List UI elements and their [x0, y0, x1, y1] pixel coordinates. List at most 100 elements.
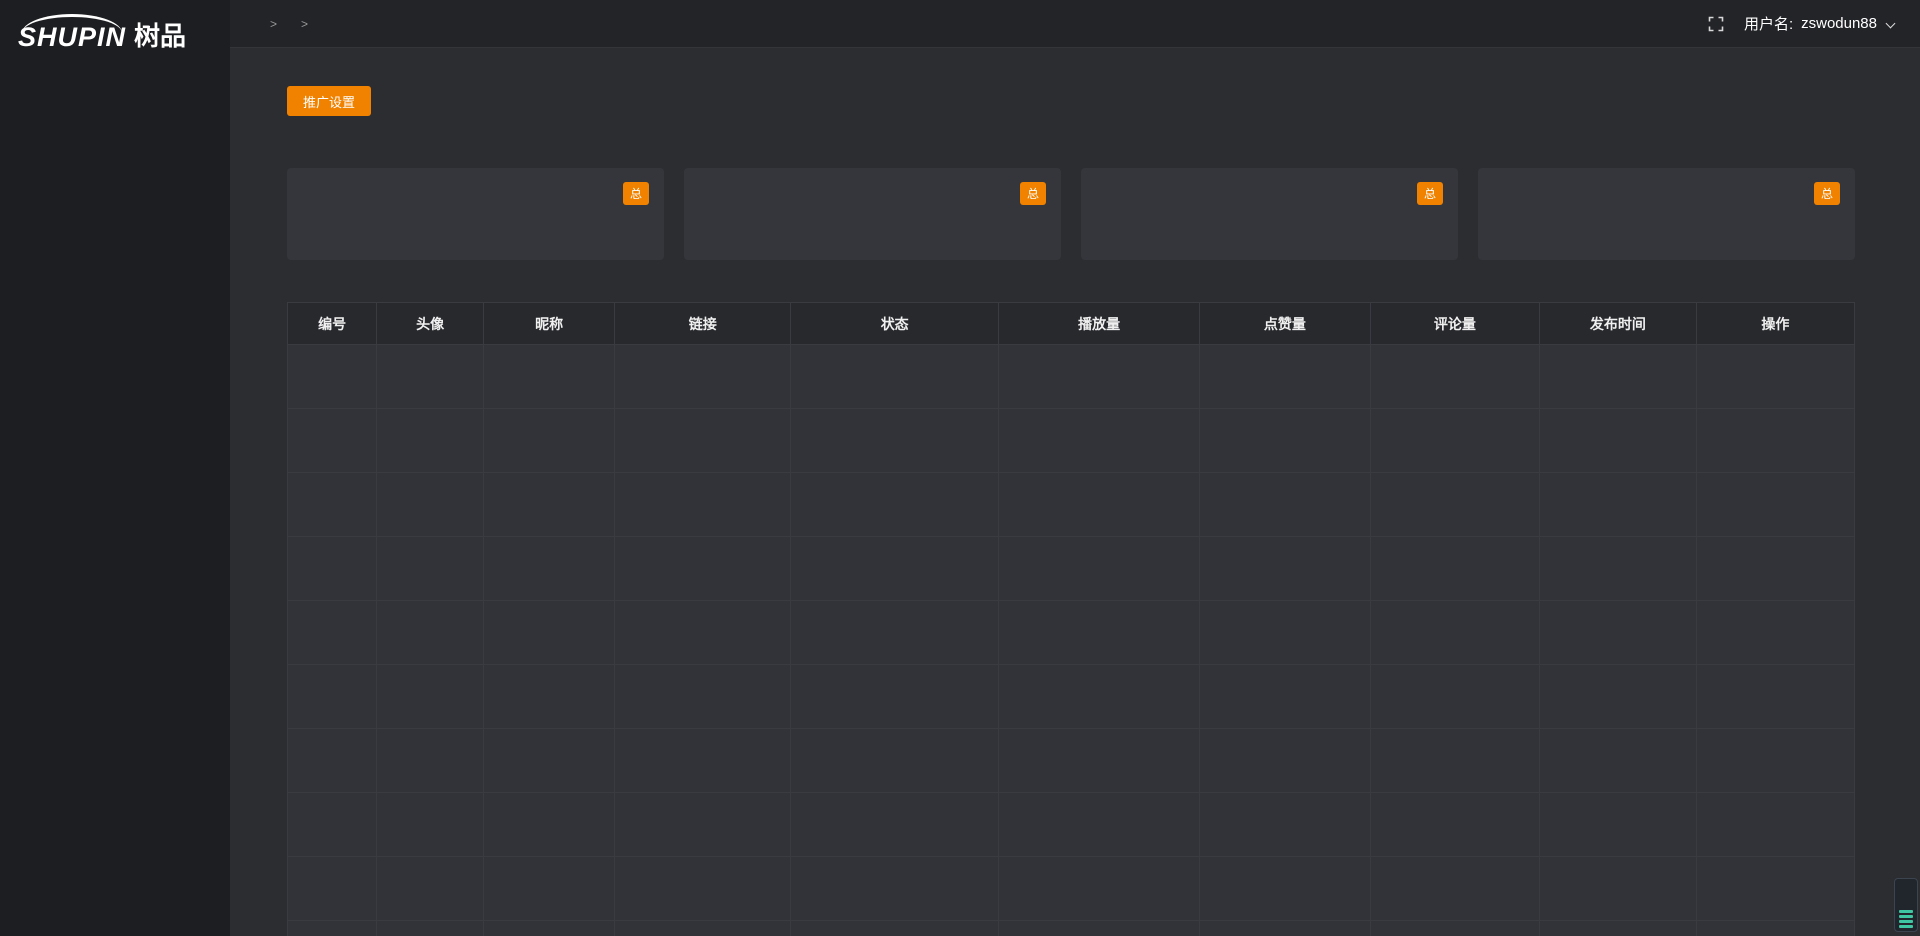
chevron-down-icon [1885, 18, 1896, 29]
sidebar-item[interactable] [0, 119, 230, 169]
sidebar-item[interactable] [0, 669, 230, 719]
table-header-cell: 发布时间 [1538, 302, 1697, 345]
cell-nickname [482, 408, 616, 473]
table-body [286, 344, 1856, 936]
total-badge: 总 [1416, 182, 1443, 205]
cell-number [286, 344, 378, 409]
cell-plays [998, 792, 1200, 857]
avatar [410, 799, 450, 851]
cell-comments [1369, 600, 1540, 665]
cell-likes [1198, 600, 1371, 665]
widget-bar [1899, 915, 1913, 918]
table-header-cell: 头像 [376, 302, 484, 345]
stat-card: 总 [287, 168, 664, 260]
logo-text-cn: 树品 [134, 21, 187, 51]
table-header-cell: 链接 [614, 302, 791, 345]
sidebar-item[interactable] [0, 569, 230, 619]
cell-comments [1369, 664, 1540, 729]
table-row [286, 536, 1856, 601]
logo-text-en: SHUPIN [18, 14, 127, 52]
promo-settings-button[interactable]: 推广设置 [287, 86, 372, 116]
username-value: zswodun88 [1801, 15, 1877, 32]
stat-cards: 总 总 总 总 [287, 168, 1855, 260]
table-row [286, 600, 1856, 665]
sidebar-item[interactable] [0, 419, 230, 469]
cell-nickname [482, 536, 616, 601]
cell-publish-time [1538, 728, 1697, 793]
avatar [410, 735, 450, 787]
table-row [286, 344, 1856, 409]
table-row [286, 856, 1856, 921]
cell-plays [998, 472, 1200, 537]
avatar [410, 479, 450, 531]
cell-comments [1369, 856, 1540, 921]
cell-publish-time [1538, 472, 1697, 537]
user-menu[interactable]: 用户名: zswodun88 [1743, 13, 1896, 34]
fullscreen-icon[interactable] [1708, 16, 1724, 32]
cell-likes [1198, 472, 1371, 537]
cell-plays [998, 408, 1200, 473]
breadcrumb: > > > [258, 17, 320, 31]
widget-bar [1899, 920, 1913, 923]
cell-publish-time [1538, 408, 1697, 473]
table-header-cell: 昵称 [482, 302, 616, 345]
videos-table: 编号 头像 昵称 链接 状态 播放量 点赞量 评论量 发布时间 操作 [286, 302, 1856, 936]
sidebar-item[interactable] [0, 219, 230, 269]
floating-widget[interactable] [1894, 878, 1918, 932]
table-header-cell: 播放量 [998, 302, 1200, 345]
table-row [286, 920, 1856, 936]
cell-plays [998, 664, 1200, 729]
avatar [410, 927, 450, 936]
breadcrumb-separator: > [301, 16, 309, 31]
cell-number [286, 856, 378, 921]
table-row [286, 792, 1856, 857]
widget-bar [1899, 910, 1913, 913]
table-header-cell: 评论量 [1369, 302, 1540, 345]
cell-publish-time [1538, 856, 1697, 921]
cell-nickname [482, 344, 616, 409]
cell-number [286, 920, 378, 936]
cell-number [286, 472, 378, 537]
topbar: > > > 用户名: zswodun88 [230, 0, 1920, 48]
avatar [410, 351, 450, 403]
cell-likes [1198, 920, 1371, 936]
sidebar-item[interactable] [0, 319, 230, 369]
cell-comments [1369, 408, 1540, 473]
stat-card: 总 [684, 168, 1061, 260]
cell-number [286, 408, 378, 473]
avatar [410, 671, 450, 723]
cell-plays [998, 920, 1200, 936]
cell-number [286, 600, 378, 665]
total-badge: 总 [1813, 182, 1840, 205]
sidebar-item[interactable] [0, 369, 230, 419]
cell-publish-time [1538, 920, 1697, 936]
cell-likes [1198, 856, 1371, 921]
cell-comments [1369, 920, 1540, 936]
cell-number [286, 728, 378, 793]
avatar [410, 607, 450, 659]
avatar [410, 543, 450, 595]
table-row [286, 728, 1856, 793]
sidebar-item[interactable] [0, 619, 230, 669]
cell-comments [1369, 792, 1540, 857]
cell-nickname [482, 664, 616, 729]
sidebar: SHUPIN 树品 [0, 0, 230, 936]
table-header-cell: 点赞量 [1198, 302, 1371, 345]
sidebar-item[interactable] [0, 169, 230, 219]
sidebar-item[interactable] [0, 69, 230, 119]
cell-comments [1369, 536, 1540, 601]
username-label: 用户名: [1743, 16, 1794, 33]
breadcrumb-separator: > [270, 16, 278, 31]
cell-nickname [482, 920, 616, 936]
table-row [286, 408, 1856, 473]
cell-likes [1198, 664, 1371, 729]
cell-likes [1198, 792, 1371, 857]
widget-bar [1899, 925, 1913, 928]
cell-plays [998, 536, 1200, 601]
total-badge: 总 [622, 182, 649, 205]
avatar [410, 863, 450, 915]
avatar [410, 415, 450, 467]
sidebar-item[interactable] [0, 469, 230, 519]
sidebar-item[interactable] [0, 519, 230, 569]
sidebar-item[interactable] [0, 269, 230, 319]
